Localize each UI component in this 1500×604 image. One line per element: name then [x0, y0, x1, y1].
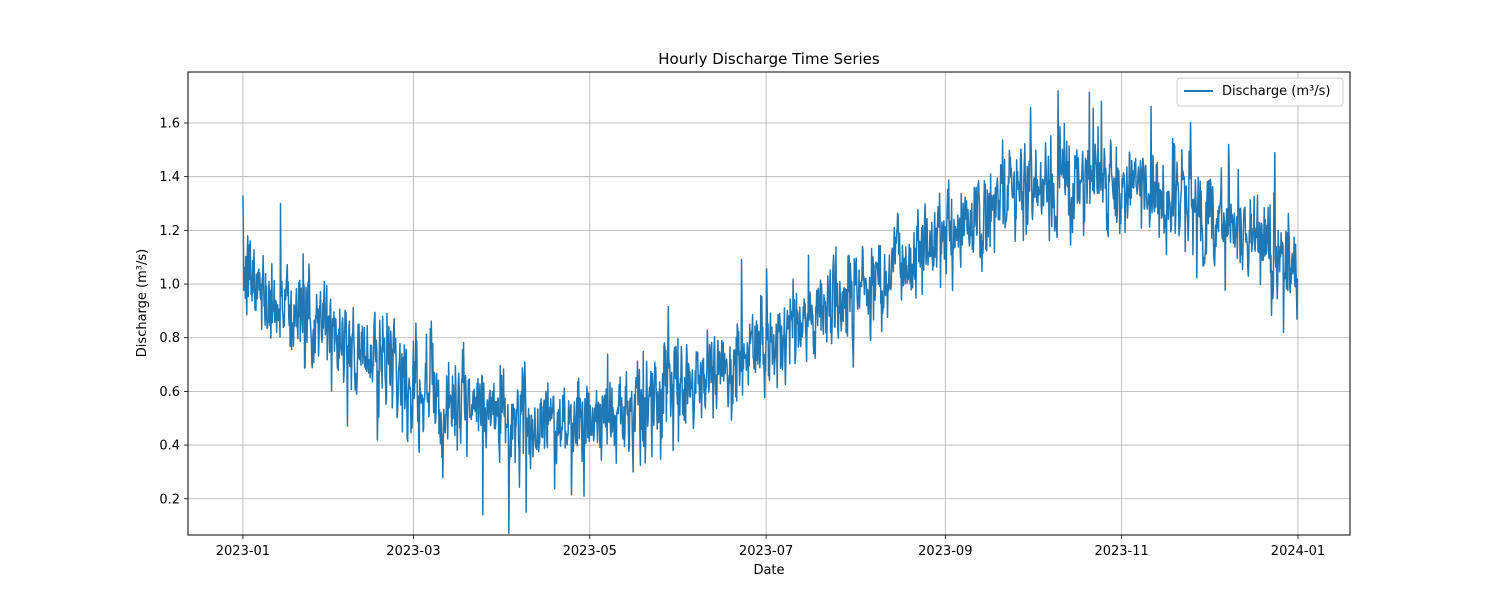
- x-tick-label: 2023-01: [216, 544, 270, 559]
- y-tick-label: 0.8: [159, 331, 180, 346]
- y-tick-label: 0.4: [159, 439, 180, 454]
- x-tick-label: 2023-03: [386, 544, 440, 559]
- plot-frame: [187, 71, 1351, 536]
- y-axis-label: Discharge (m³/s): [135, 249, 150, 357]
- y-tick-label: 0.6: [159, 385, 180, 400]
- grid-lines: [188, 72, 1350, 535]
- x-axis-label: Date: [753, 563, 784, 578]
- y-axis: 0.2 0.4 0.6 0.8 1.0 1.2 1.4 1.6: [159, 116, 188, 507]
- x-tick-label: 2023-05: [563, 544, 617, 559]
- legend: Discharge (m³/s): [1176, 77, 1344, 107]
- x-axis: 2023-01 2023-03 2023-05 2023-07 2023-09 2023-…: [216, 535, 1325, 559]
- y-tick-label: 0.2: [159, 492, 180, 507]
- discharge-series-line: [242, 90, 1299, 535]
- y-tick-label: 1.2: [159, 224, 180, 239]
- y-tick-label: 1.0: [159, 278, 180, 293]
- y-tick-label: 1.6: [159, 116, 180, 131]
- y-tick-label: 1.4: [159, 170, 180, 185]
- chart-title: Hourly Discharge Time Series: [658, 50, 880, 68]
- x-tick-label: 2023-09: [918, 544, 972, 559]
- legend-label: Discharge (m³/s): [1222, 84, 1330, 99]
- x-tick-label: 2023-07: [739, 544, 793, 559]
- legend-box: [1176, 77, 1344, 107]
- x-tick-label: 2023-11: [1094, 544, 1148, 559]
- x-tick-label: 2024-01: [1271, 544, 1325, 559]
